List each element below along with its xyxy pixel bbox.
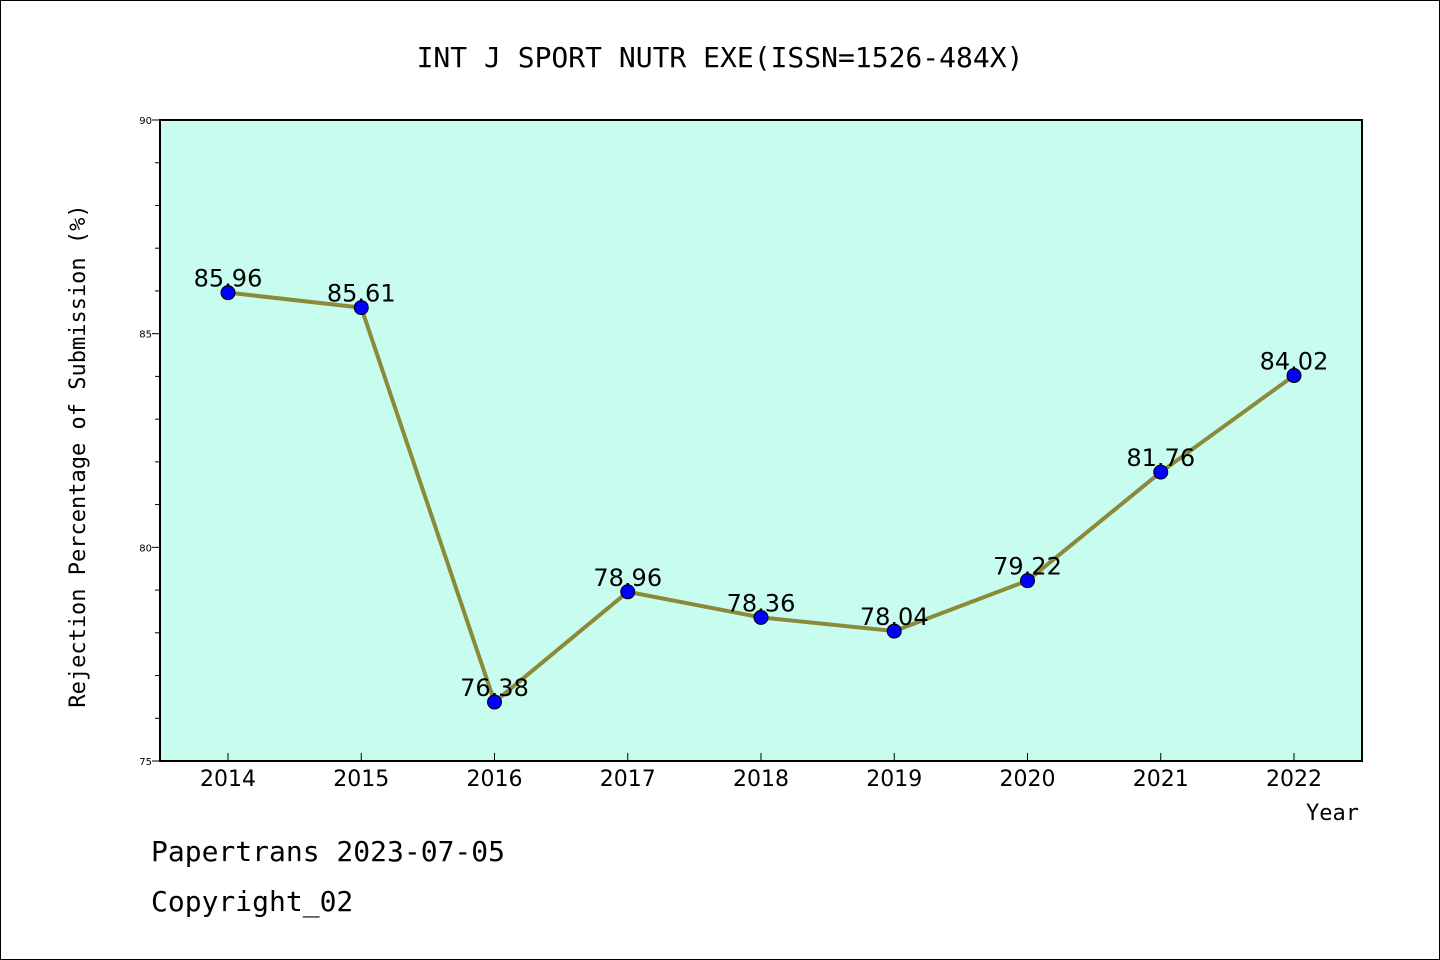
data-label: 84.02 [1260, 348, 1329, 376]
data-label: 85.96 [194, 265, 263, 293]
data-point [753, 609, 769, 625]
data-point [353, 300, 369, 316]
plot-background [160, 120, 1362, 761]
x-tick-label: 2016 [467, 767, 523, 792]
x-tick-label: 2021 [1133, 767, 1189, 792]
footer-copyright-text: Copyright_02 [151, 885, 354, 918]
data-label: 78.96 [593, 564, 662, 592]
data-point [1286, 368, 1302, 384]
data-label: 79.22 [993, 553, 1062, 581]
x-tick-label: 2014 [200, 767, 256, 792]
data-label: 81.76 [1126, 444, 1195, 472]
data-point [1153, 464, 1169, 480]
x-tick-label: 2018 [733, 767, 789, 792]
y-tick-label: 85 [139, 330, 152, 341]
x-tick-label: 2019 [866, 767, 922, 792]
data-point [220, 285, 236, 301]
plot-area: 75 80 85 90 2014 2015 2016 2017 2018 2019 2020 2021… [139, 116, 1363, 792]
y-tick-label: 80 [139, 543, 152, 554]
y-tick-label: 90 [139, 116, 152, 127]
data-point [886, 623, 902, 639]
data-label: 76.38 [460, 674, 529, 702]
x-tick-label: 2015 [333, 767, 389, 792]
x-tick-label: 2020 [1000, 767, 1056, 792]
x-tick-label: 2022 [1266, 767, 1322, 792]
plot-frame [159, 119, 1363, 762]
x-tick-label: 2017 [600, 767, 656, 792]
footer-date-text: Papertrans 2023-07-05 [151, 835, 506, 868]
data-label: 78.36 [727, 589, 796, 617]
data-point [620, 584, 636, 600]
data-point [487, 694, 502, 710]
data-label: 85.61 [327, 280, 396, 308]
data-label: 78.04 [860, 603, 929, 631]
data-point [1020, 573, 1035, 589]
chart-title: INT J SPORT NUTR EXE(ISSN=1526-484X) [417, 41, 1024, 74]
x-axis-label: Year [1306, 801, 1359, 826]
y-axis-label: Rejection Percentage of Submission (%) [66, 204, 91, 707]
y-tick-label: 75 [139, 757, 152, 768]
